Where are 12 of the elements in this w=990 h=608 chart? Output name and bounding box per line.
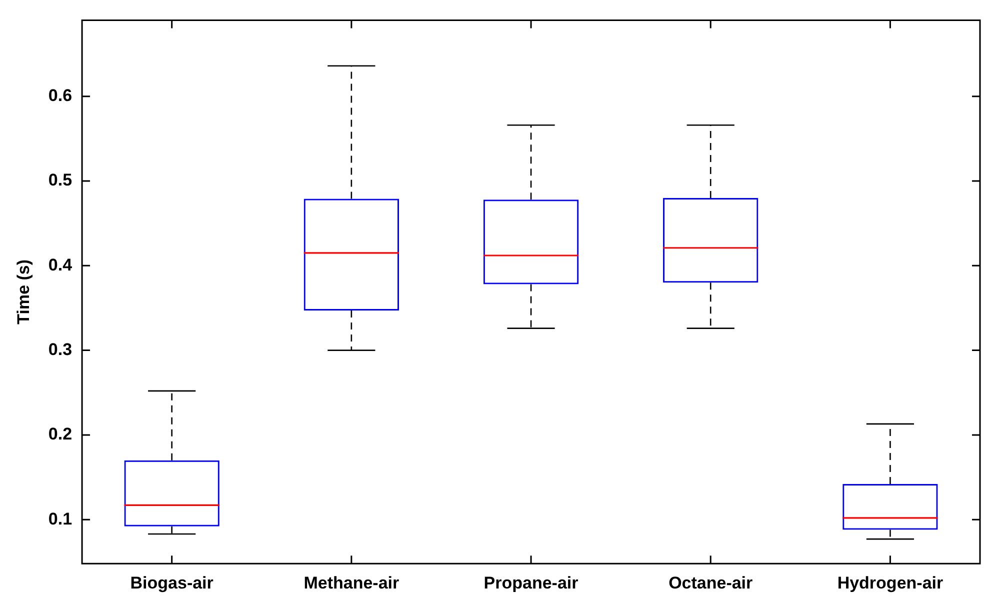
x-tick-label: Methane-air: [304, 573, 400, 592]
x-tick-label: Biogas-air: [130, 573, 214, 592]
y-tick-label: 0.2: [48, 424, 72, 444]
y-tick-label: 0.5: [48, 170, 72, 190]
y-tick-label: 0.1: [48, 509, 72, 528]
y-tick-label: 0.3: [48, 340, 72, 359]
x-tick-label: Hydrogen-air: [837, 573, 944, 592]
y-tick-label: 0.6: [48, 86, 72, 106]
y-tick-label: 0.4: [48, 255, 73, 274]
y-axis-title: Time (s): [14, 259, 33, 324]
x-tick-label: Propane-air: [484, 573, 579, 592]
x-tick-label: Octane-air: [668, 573, 754, 592]
